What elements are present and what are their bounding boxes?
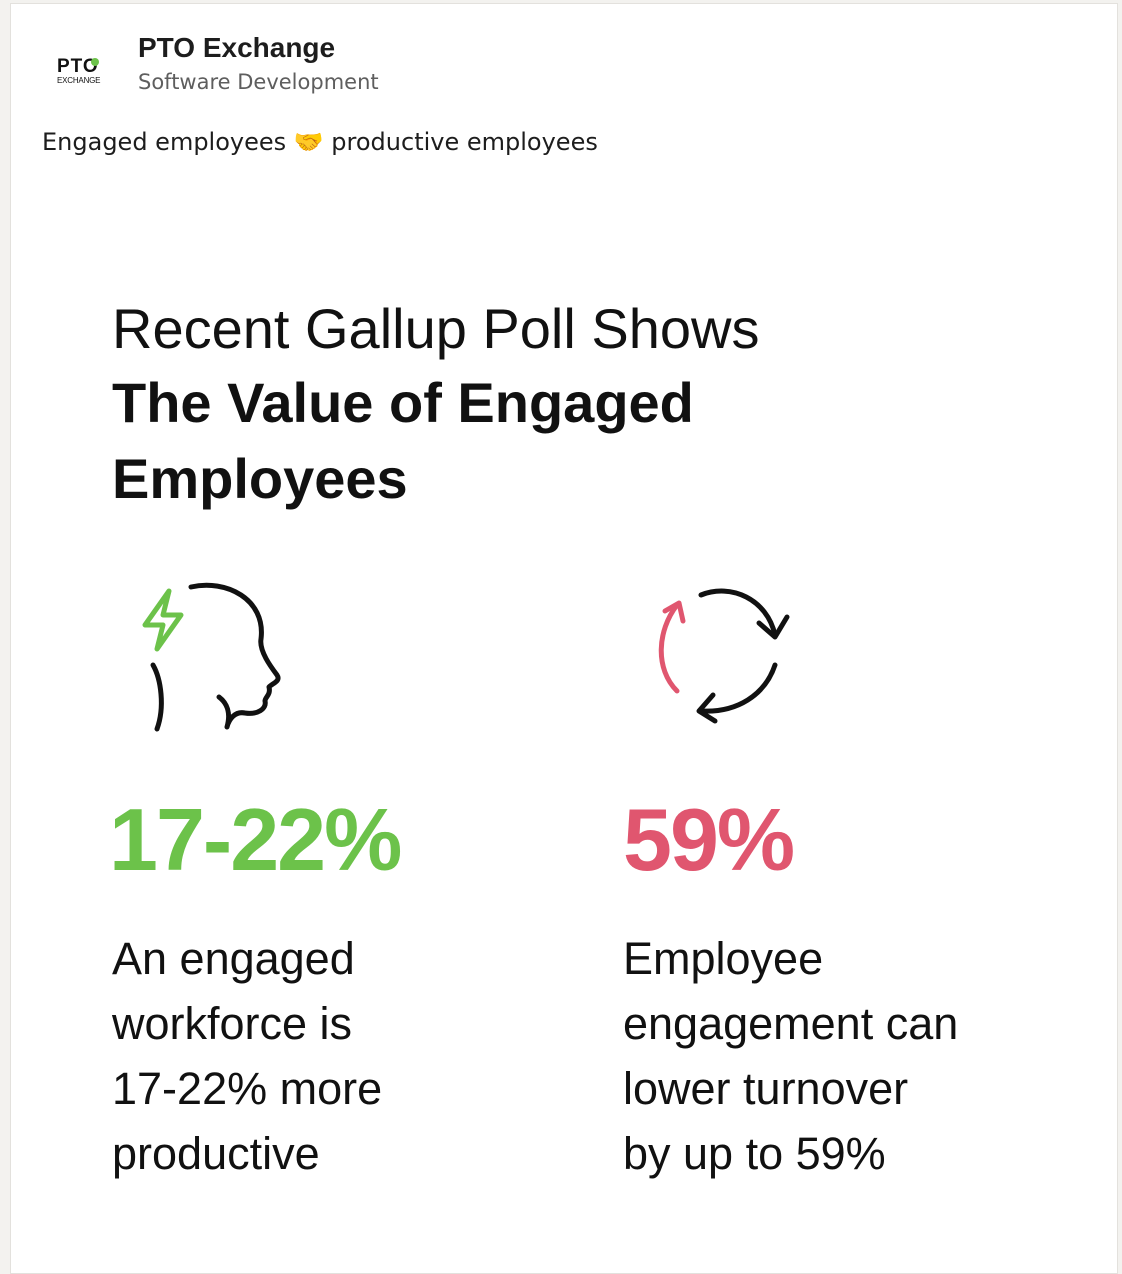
post-header: PTO EXCHANGE PTO Exchange Software Devel…	[11, 4, 1117, 114]
desc-line: workforce is	[112, 998, 353, 1049]
logo-word: PTO	[57, 56, 99, 77]
stat-turnover-value: 59%	[623, 790, 795, 889]
company-name[interactable]: PTO Exchange	[138, 32, 336, 63]
desc-line: 17-22% more	[112, 1063, 383, 1114]
logo-subword: EXCHANGE	[57, 76, 101, 85]
stat-productivity-value: 17-22%	[109, 790, 402, 889]
company-category: Software Development	[138, 70, 379, 94]
company-logo[interactable]: PTO EXCHANGE	[53, 48, 119, 92]
infographic-title-line3: Employees	[112, 447, 408, 510]
stat-turnover-description: Employee engagement can lower turnover b…	[623, 926, 1083, 1186]
desc-line: productive	[112, 1128, 320, 1179]
stat-productivity-description: An engaged workforce is 17-22% more prod…	[112, 926, 552, 1186]
desc-line: lower turnover	[623, 1063, 909, 1114]
head-lightning-icon	[142, 582, 281, 732]
post-image[interactable]: Recent Gallup Poll Shows The Value of En…	[11, 204, 1117, 1273]
desc-line: by up to 59%	[623, 1128, 886, 1179]
desc-line: Employee	[623, 933, 824, 984]
infographic-title-line2: The Value of Engaged	[112, 371, 694, 434]
post-text: Engaged employees 🤝 productive employees	[42, 128, 598, 156]
infographic-title-line1: Recent Gallup Poll Shows	[112, 297, 760, 360]
desc-line: An engaged	[112, 933, 355, 984]
post-card: PTO EXCHANGE PTO Exchange Software Devel…	[10, 3, 1118, 1274]
refresh-cycle-icon	[658, 588, 790, 724]
desc-line: engagement can	[623, 998, 959, 1049]
logo-accent-dot	[91, 58, 99, 66]
